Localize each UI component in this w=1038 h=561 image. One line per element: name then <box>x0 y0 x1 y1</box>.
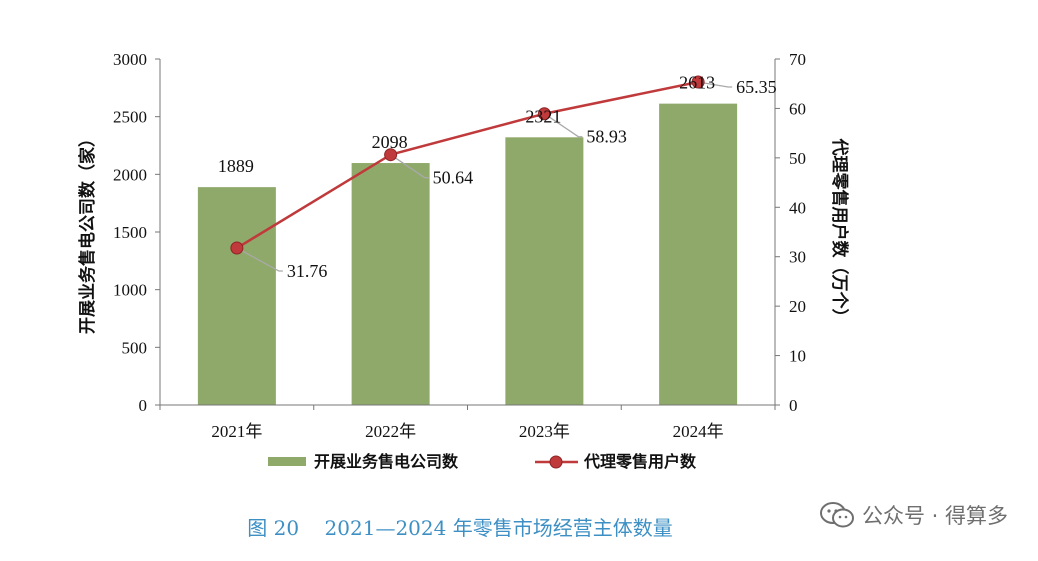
legend-line-marker <box>549 455 563 469</box>
bar-2024年 <box>659 103 738 405</box>
left-tick-label: 500 <box>122 338 148 357</box>
bar-2023年 <box>505 137 584 405</box>
figure-caption: 图 20 2021—2024 年零售市场经营主体数量 <box>0 512 920 541</box>
bar-data-labels: 1889 2098 2321 2613 <box>218 73 715 177</box>
line-point-2022年 <box>384 148 398 162</box>
x-tick-label: 2024年 <box>673 422 724 441</box>
legend-bar-swatch <box>268 457 306 466</box>
line-point-2021年 <box>230 241 244 255</box>
wechat-icon <box>819 502 854 528</box>
line-point-2023年 <box>537 107 551 121</box>
line-data-label: 58.93 <box>586 127 627 147</box>
figure-title: 2021—2024 年零售市场经营主体数量 <box>324 516 673 540</box>
line-data-label: 65.35 <box>736 77 777 97</box>
legend-line-label: 代理零售用户数 <box>583 452 697 471</box>
label-leader-lines <box>236 81 733 272</box>
x-tick-label: 2021年 <box>211 422 262 441</box>
legend-bar-label: 开展业务售电公司数 <box>314 452 459 471</box>
right-tick-label: 10 <box>789 347 806 366</box>
combo-chart: 0 500 1000 1500 2000 2500 3000 0 10 20 30 40 50 60 70… <box>77 50 850 471</box>
right-tick-label: 30 <box>789 248 806 267</box>
right-tick-label: 70 <box>789 50 806 69</box>
x-axis-ticks: 2021年 2022年 2023年 2024年 <box>159 405 776 441</box>
watermark-text: 公众号 · 得算多 <box>861 504 1008 528</box>
leader-line <box>544 113 583 138</box>
right-tick-label: 40 <box>789 198 806 217</box>
line-data-labels: 31.76 50.64 58.93 65.35 <box>287 77 777 281</box>
line-series <box>230 75 705 255</box>
leader-line <box>698 81 733 88</box>
bar-series <box>197 103 738 405</box>
left-axis-ticks: 0 500 1000 1500 2000 2500 3000 <box>113 50 160 415</box>
series-line <box>236 80 699 250</box>
left-tick-label: 1500 <box>113 223 147 242</box>
right-axis-title: 代理零售用户数（万个） <box>829 138 850 326</box>
left-tick-label: 1000 <box>113 281 147 300</box>
left-tick-label: 2000 <box>113 165 147 184</box>
bar-2022年 <box>351 163 430 405</box>
line-data-label: 31.76 <box>287 261 328 281</box>
right-tick-label: 60 <box>789 99 806 118</box>
legend: 开展业务售电公司数 代理零售用户数 <box>268 452 697 471</box>
left-tick-label: 0 <box>139 396 148 415</box>
right-tick-label: 20 <box>789 297 806 316</box>
right-axis-ticks: 0 10 20 30 40 50 60 70 <box>775 50 806 415</box>
line-point-2024年 <box>691 75 705 89</box>
left-tick-label: 3000 <box>113 50 147 69</box>
bar-data-label: 1889 <box>218 156 254 176</box>
bar-data-label: 2321 <box>525 106 561 126</box>
bar-data-label: 2613 <box>679 73 715 93</box>
left-tick-label: 2500 <box>113 108 147 127</box>
right-tick-label: 0 <box>789 396 798 415</box>
watermark: 公众号 · 得算多 <box>819 500 1008 530</box>
x-tick-label: 2022年 <box>365 422 416 441</box>
leader-line <box>236 247 283 272</box>
leader-line <box>390 154 429 179</box>
figure-number: 图 20 <box>247 516 300 540</box>
right-tick-label: 50 <box>789 149 806 168</box>
bar-data-label: 2098 <box>372 132 408 152</box>
x-tick-label: 2023年 <box>519 422 570 441</box>
line-data-label: 50.64 <box>433 168 474 188</box>
left-axis-title: 开展业务售电公司数（家） <box>77 130 98 334</box>
bar-2021年 <box>197 187 276 405</box>
